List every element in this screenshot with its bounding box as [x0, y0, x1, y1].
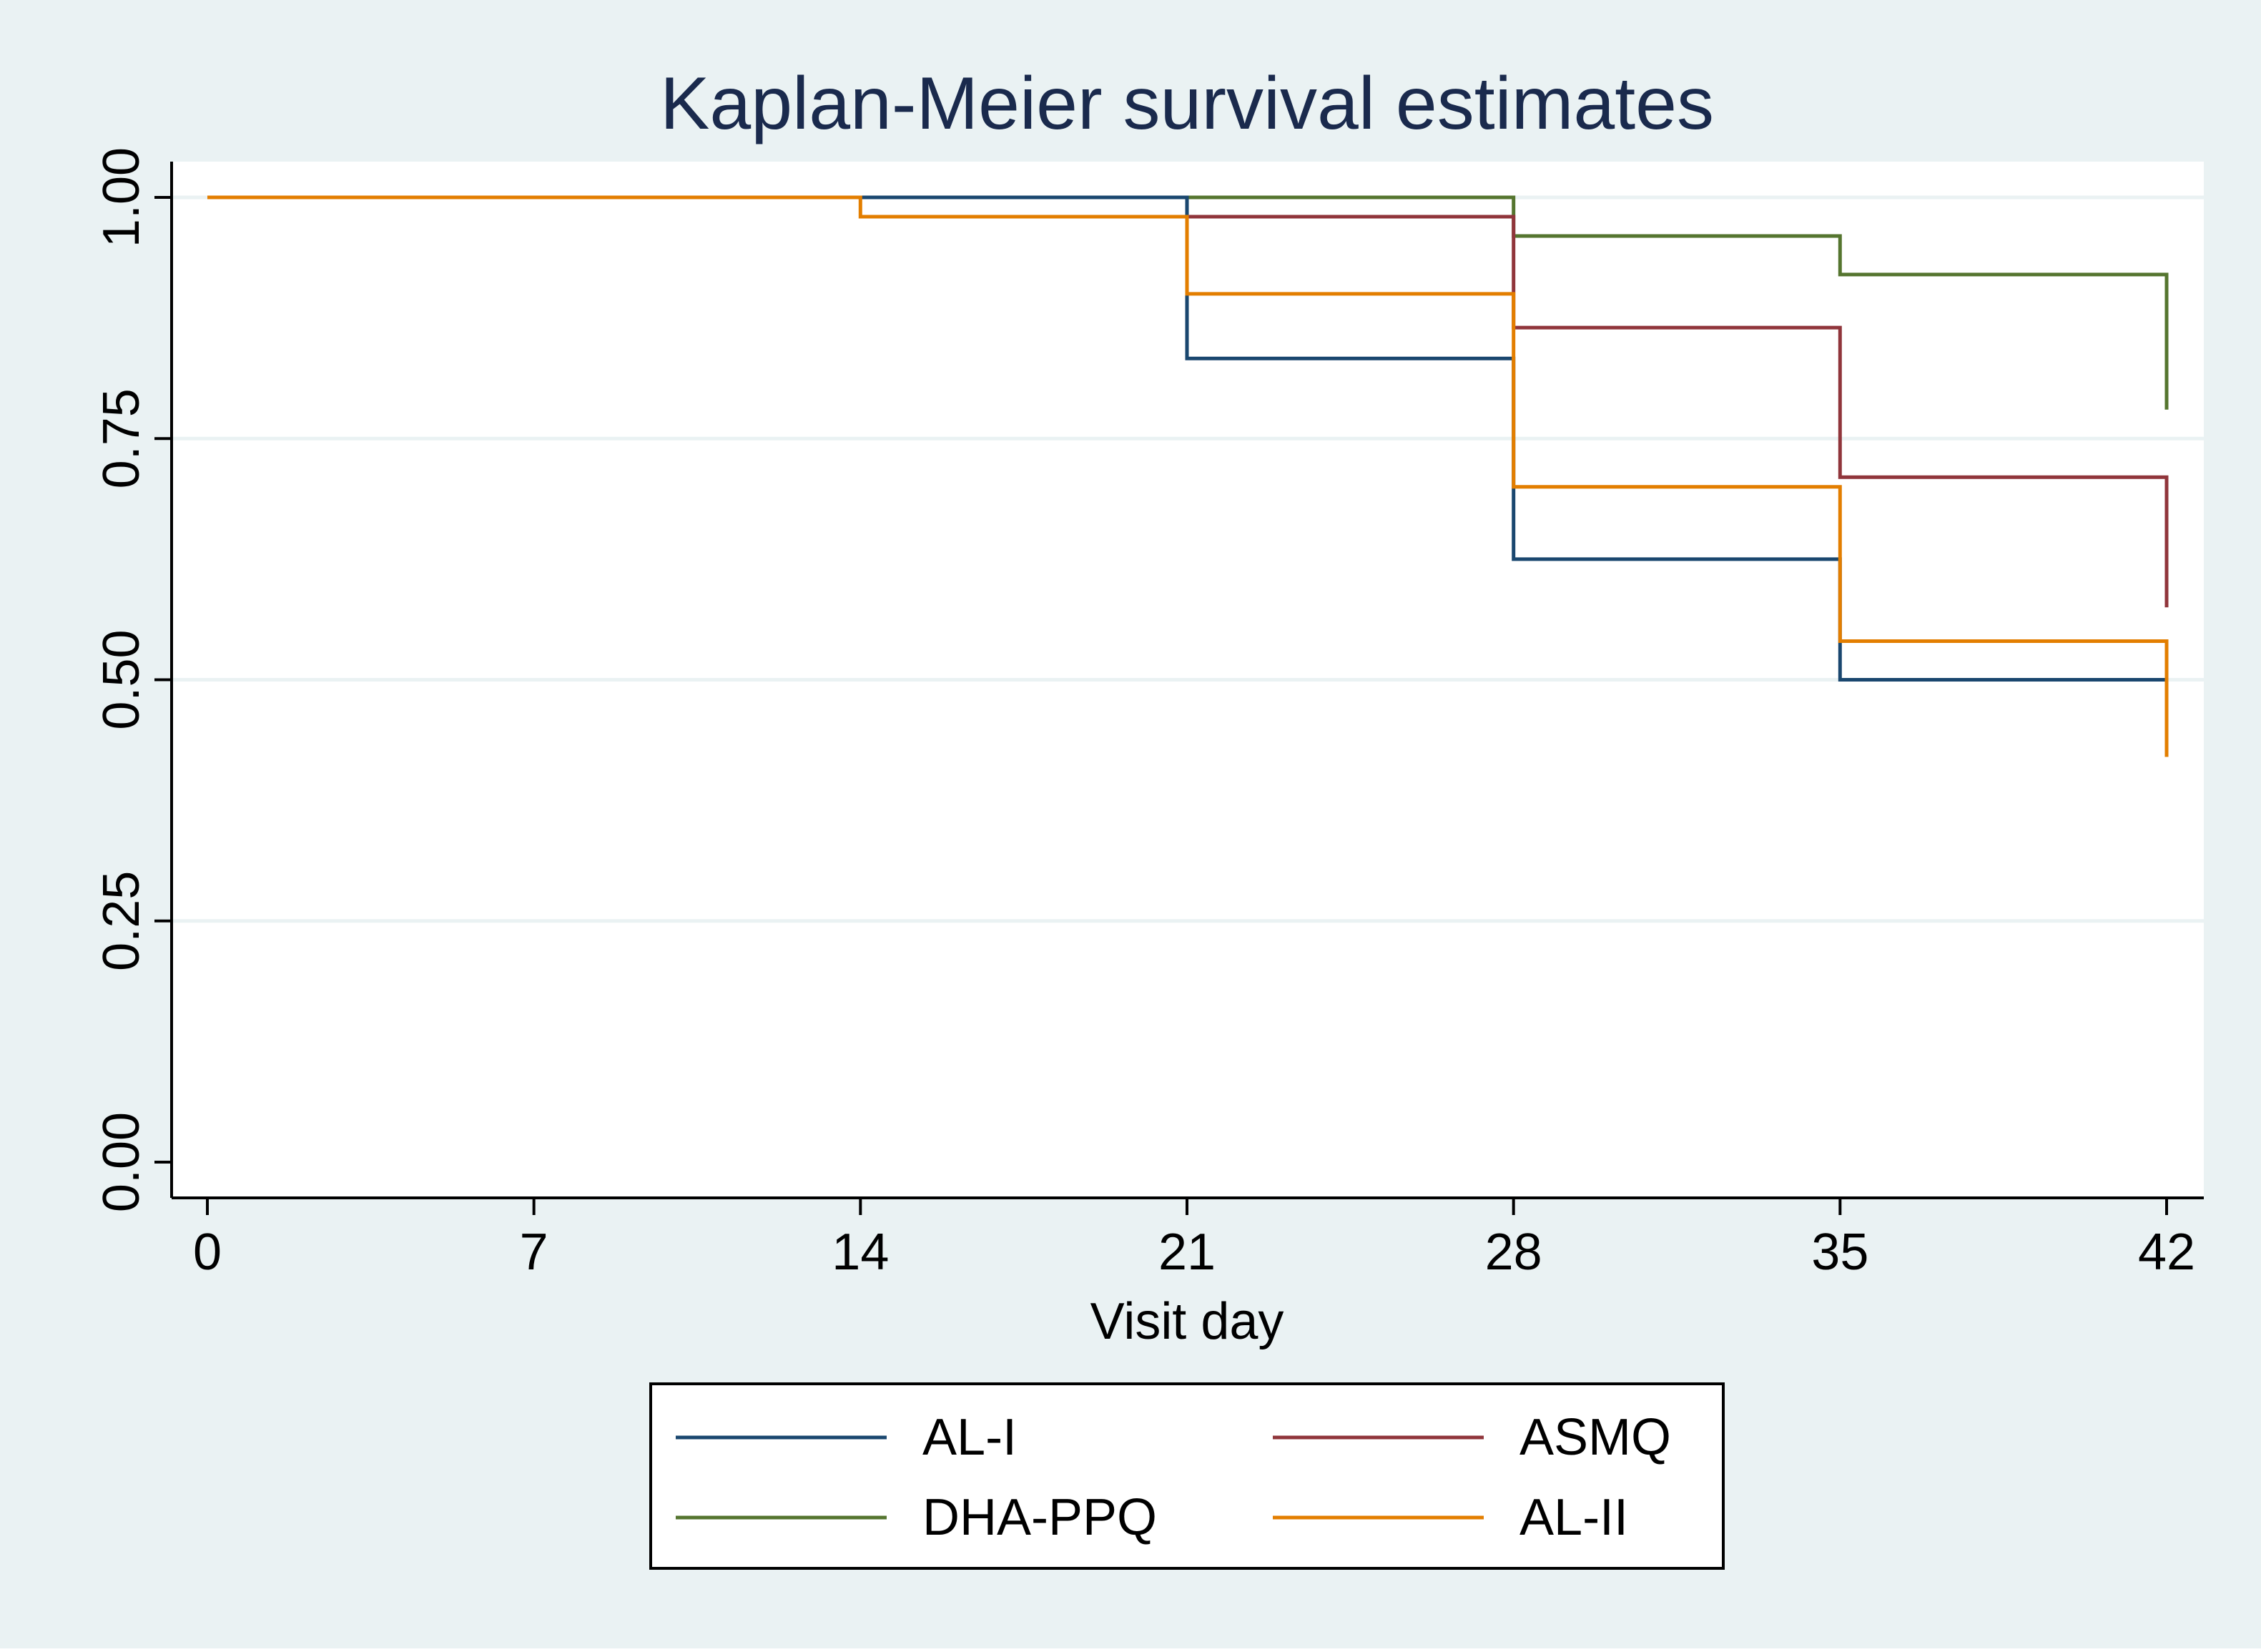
y-tick-label-2: 0.50	[93, 629, 150, 729]
legend-label-al-ii: AL-II	[1519, 1489, 1628, 1546]
legend-label-al-i: AL-I	[922, 1409, 1017, 1466]
x-ticks: 0 7 14 21 28 35 42	[193, 1198, 2195, 1281]
y-tick-label-4: 1.00	[93, 147, 150, 247]
legend-label-asmq: ASMQ	[1519, 1409, 1671, 1466]
chart-title: Kaplan-Meier survival estimates	[660, 62, 1714, 145]
series-line-dha-ppq	[207, 195, 2169, 410]
series-layer	[207, 195, 2169, 757]
y-tick-label-0: 0.00	[93, 1112, 150, 1212]
legend-box	[649, 1382, 1725, 1570]
y-ticks: 0.00 0.25 0.50 0.75 1.00	[93, 147, 172, 1212]
x-tick-label-5: 35	[1811, 1224, 1868, 1281]
series-line-al-ii	[207, 195, 2169, 757]
x-tick-label-2: 14	[832, 1224, 889, 1281]
legend: AL-I ASMQ DHA-PPQ AL-II	[649, 1382, 1725, 1570]
x-tick-label-6: 42	[2138, 1224, 2195, 1281]
legend-items: AL-I ASMQ DHA-PPQ AL-II	[676, 1409, 1671, 1546]
x-axis-title: Visit day	[1090, 1293, 1284, 1350]
y-tick-label-3: 0.75	[93, 388, 150, 488]
x-tick-label-3: 21	[1158, 1224, 1216, 1281]
x-tick-label-0: 0	[193, 1224, 222, 1281]
x-tick-label-4: 28	[1485, 1224, 1542, 1281]
x-tick-label-1: 7	[520, 1224, 548, 1281]
legend-label-dha-ppq: DHA-PPQ	[922, 1489, 1157, 1546]
y-tick-label-1: 0.25	[93, 871, 150, 971]
